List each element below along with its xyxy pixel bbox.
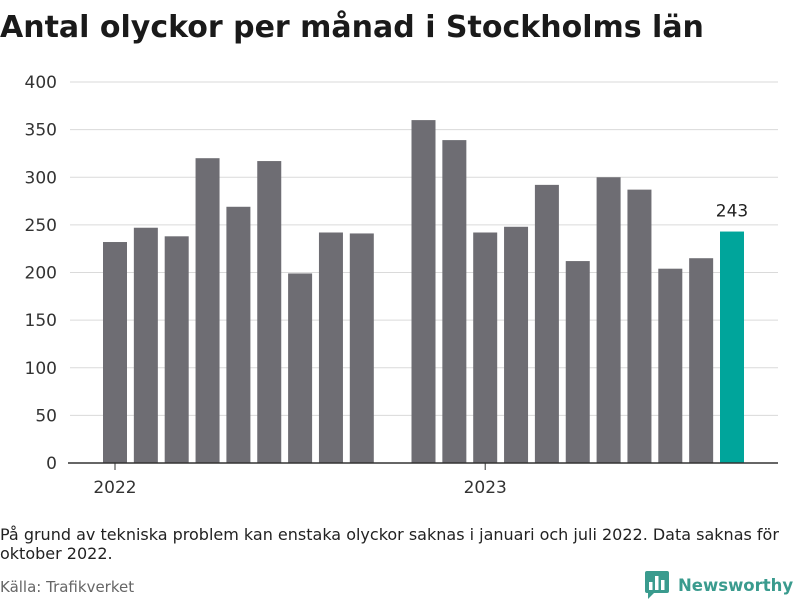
newsworthy-logo: Newsworthy [645,571,793,599]
source-credit: Källa: Trafikverket [0,578,135,596]
bar [627,189,652,463]
highlight-value-label: 243 [716,202,748,222]
bars [103,120,744,464]
bar [257,161,282,463]
annotations: 243 [716,202,748,222]
x-tick-label: 2023 [464,478,507,498]
bar [442,140,467,464]
bar [473,232,498,463]
brand-name: Newsworthy [678,575,794,595]
chart-title: Antal olyckor per månad i Stockholms län [0,10,704,45]
bar [133,227,158,463]
bar [565,261,590,463]
bar [164,236,189,463]
y-tick-label: 350 [25,121,57,141]
x-axis: 2022 2023 [68,462,778,498]
newsworthy-logo-icon [645,571,669,599]
bar [411,120,436,463]
chart-note: På grund av tekniska problem kan enstaka… [0,525,779,563]
y-tick-label: 100 [25,359,57,379]
bar [658,268,683,463]
x-tick-label: 2022 [93,478,136,498]
highlighted-bar [720,231,744,463]
bar [504,226,529,463]
y-tick-label: 0 [46,454,57,474]
y-tick-label: 50 [35,406,57,426]
y-axis-labels: 0 50 100 150 200 250 300 350 400 [25,73,57,474]
bar [195,158,220,463]
y-tick-label: 250 [25,216,57,236]
bar [288,273,313,463]
bar [226,206,251,463]
bar [349,233,374,463]
bar-chart: 0 50 100 150 200 250 300 350 400 2022 2023 243 [25,73,778,498]
bar [596,177,621,463]
bar [318,232,343,463]
bar [103,242,127,463]
bar [534,184,559,463]
y-tick-label: 200 [25,264,57,284]
y-tick-label: 150 [25,311,57,331]
bar [689,258,714,463]
y-tick-label: 300 [25,168,57,188]
y-tick-label: 400 [25,73,57,93]
